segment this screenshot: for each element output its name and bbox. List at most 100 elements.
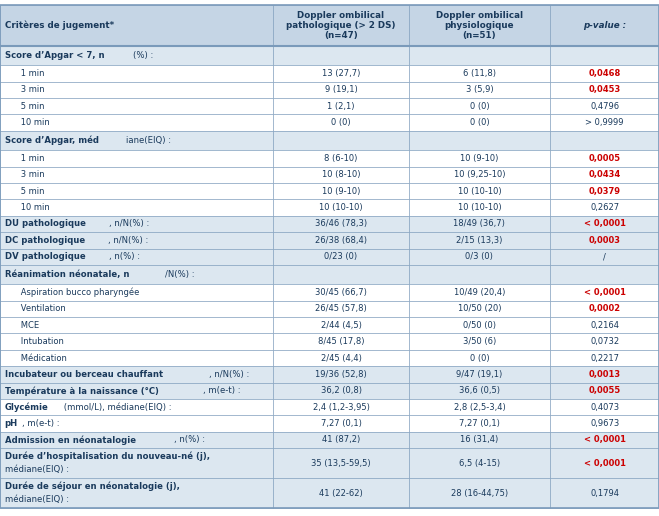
Text: 6,5 (4-15): 6,5 (4-15) xyxy=(459,459,500,467)
Text: 10 min: 10 min xyxy=(5,118,49,127)
Bar xyxy=(550,46,659,66)
Bar xyxy=(0,216,273,232)
Bar xyxy=(550,66,659,82)
Bar xyxy=(0,232,273,249)
Text: 19/36 (52,8): 19/36 (52,8) xyxy=(315,370,367,379)
Text: 5 min: 5 min xyxy=(5,187,44,196)
Bar xyxy=(550,131,659,150)
Bar xyxy=(273,301,409,317)
Text: 3 min: 3 min xyxy=(5,170,44,180)
Bar xyxy=(550,5,659,46)
Text: 36,2 (0,8): 36,2 (0,8) xyxy=(320,386,362,395)
Bar xyxy=(273,183,409,199)
Text: Score d’Apgar, méd: Score d’Apgar, méd xyxy=(5,136,99,146)
Bar xyxy=(0,5,273,46)
Bar xyxy=(550,382,659,399)
Text: , n(%) :: , n(%) : xyxy=(109,252,140,261)
Bar xyxy=(550,284,659,301)
Text: 0 (0): 0 (0) xyxy=(470,118,489,127)
Text: 3/50 (6): 3/50 (6) xyxy=(463,337,496,346)
Text: 36/46 (78,3): 36/46 (78,3) xyxy=(315,219,367,229)
Bar xyxy=(273,150,409,167)
Bar xyxy=(0,183,273,199)
Bar xyxy=(550,167,659,183)
Text: , n/N(%) :: , n/N(%) : xyxy=(109,219,149,229)
Text: Glycémie: Glycémie xyxy=(5,402,48,412)
Bar xyxy=(550,333,659,350)
Text: 8 (6-10): 8 (6-10) xyxy=(324,154,358,163)
Text: 9 (19,1): 9 (19,1) xyxy=(325,85,357,94)
Text: , n/N(%) :: , n/N(%) : xyxy=(108,236,148,245)
Bar xyxy=(273,317,409,333)
Text: 0 (0): 0 (0) xyxy=(470,353,489,363)
Bar xyxy=(409,399,550,415)
Text: 2,8 (2,5-3,4): 2,8 (2,5-3,4) xyxy=(453,402,505,412)
Text: 41 (87,2): 41 (87,2) xyxy=(322,436,360,444)
Text: 0,2217: 0,2217 xyxy=(590,353,619,363)
Bar xyxy=(0,350,273,366)
Bar xyxy=(0,150,273,167)
Text: , n(%) :: , n(%) : xyxy=(173,436,205,444)
Text: 41 (22-62): 41 (22-62) xyxy=(319,489,363,498)
Bar xyxy=(273,82,409,98)
Bar xyxy=(550,350,659,366)
Bar xyxy=(409,216,550,232)
Text: Critères de jugement*: Critères de jugement* xyxy=(5,21,115,30)
Text: 1 min: 1 min xyxy=(5,69,44,78)
Bar xyxy=(409,82,550,98)
Bar xyxy=(409,98,550,115)
Text: Ventilation: Ventilation xyxy=(5,304,65,313)
Bar xyxy=(0,167,273,183)
Text: 0,0055: 0,0055 xyxy=(588,386,621,395)
Bar xyxy=(0,448,273,478)
Bar xyxy=(409,115,550,131)
Bar xyxy=(550,249,659,265)
Text: 0,0468: 0,0468 xyxy=(588,69,621,78)
Text: Durée de séjour en néonatalogie (j),: Durée de séjour en néonatalogie (j), xyxy=(5,482,179,491)
Text: > 0,9999: > 0,9999 xyxy=(585,118,624,127)
Text: 5 min: 5 min xyxy=(5,102,44,111)
Text: 0,4073: 0,4073 xyxy=(590,402,619,412)
Text: 7,27 (0,1): 7,27 (0,1) xyxy=(459,419,500,428)
Text: 7,27 (0,1): 7,27 (0,1) xyxy=(320,419,362,428)
Text: 36,6 (0,5): 36,6 (0,5) xyxy=(459,386,500,395)
Bar xyxy=(550,265,659,284)
Text: < 0,0001: < 0,0001 xyxy=(584,288,625,297)
Bar xyxy=(550,115,659,131)
Bar xyxy=(273,448,409,478)
Bar xyxy=(0,199,273,216)
Bar xyxy=(550,478,659,508)
Text: 2,4 (1,2-3,95): 2,4 (1,2-3,95) xyxy=(312,402,370,412)
Text: 26/38 (68,4): 26/38 (68,4) xyxy=(315,236,367,245)
Bar xyxy=(273,399,409,415)
Text: 0,0732: 0,0732 xyxy=(590,337,619,346)
Text: 30/45 (66,7): 30/45 (66,7) xyxy=(315,288,367,297)
Text: , m(e-t) :: , m(e-t) : xyxy=(22,419,59,428)
Text: 6 (11,8): 6 (11,8) xyxy=(463,69,496,78)
Bar xyxy=(0,399,273,415)
Bar xyxy=(0,478,273,508)
Bar xyxy=(550,415,659,432)
Bar xyxy=(0,284,273,301)
Text: Médication: Médication xyxy=(5,353,67,363)
Bar xyxy=(409,199,550,216)
Text: 3 min: 3 min xyxy=(5,85,44,94)
Bar xyxy=(409,46,550,66)
Text: pH: pH xyxy=(5,419,18,428)
Bar xyxy=(550,366,659,382)
Bar xyxy=(273,249,409,265)
Bar xyxy=(0,249,273,265)
Text: médiane(EIQ) :: médiane(EIQ) : xyxy=(5,495,69,504)
Bar xyxy=(273,478,409,508)
Text: 0 (0): 0 (0) xyxy=(331,118,351,127)
Bar xyxy=(409,415,550,432)
Text: 10 (10-10): 10 (10-10) xyxy=(457,203,501,212)
Text: Doppler ombilical
physiologique
(n=51): Doppler ombilical physiologique (n=51) xyxy=(436,11,523,40)
Text: MCE: MCE xyxy=(5,321,39,330)
Bar xyxy=(550,82,659,98)
Bar xyxy=(550,98,659,115)
Bar xyxy=(273,284,409,301)
Bar xyxy=(550,232,659,249)
Bar xyxy=(0,131,273,150)
Text: 10 min: 10 min xyxy=(5,203,49,212)
